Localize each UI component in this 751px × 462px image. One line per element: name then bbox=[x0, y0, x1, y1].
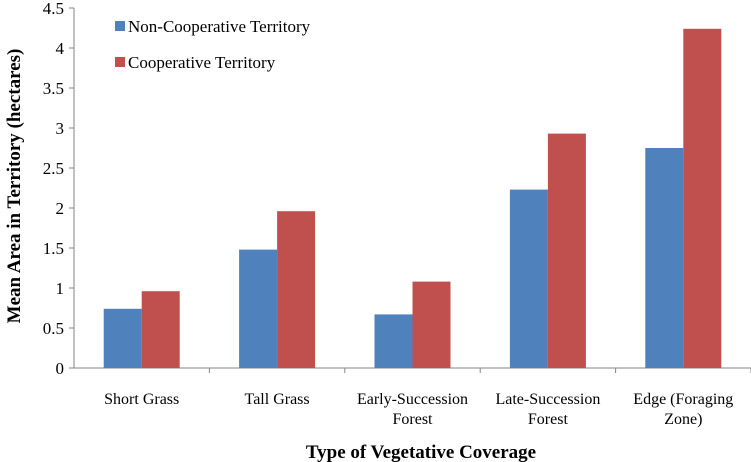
x-tick-label-line: Tall Grass bbox=[245, 391, 310, 408]
y-tick-label: 4.5 bbox=[43, 0, 64, 18]
axes bbox=[69, 7, 751, 373]
bar bbox=[103, 308, 142, 368]
bar bbox=[239, 249, 278, 368]
y-tick-label: 3.5 bbox=[43, 79, 64, 98]
legend-label: Cooperative Territory bbox=[128, 53, 276, 72]
y-tick-label: 1.5 bbox=[43, 239, 64, 258]
y-tick-label: 4 bbox=[56, 39, 65, 58]
x-tick-label: Tall Grass bbox=[245, 391, 310, 408]
legend: Non-Cooperative Territory Cooperative Ter… bbox=[115, 17, 311, 72]
y-tick-label: 2.5 bbox=[43, 159, 64, 178]
y-tick-label: 3 bbox=[56, 119, 65, 138]
bar bbox=[547, 133, 586, 368]
legend-swatch bbox=[115, 21, 125, 31]
x-tick-label-line: Edge (Foraging bbox=[633, 391, 733, 408]
bars bbox=[103, 28, 722, 369]
x-tick-label-line: Forest bbox=[528, 411, 569, 428]
y-axis-label: Mean Area in Territory (hectares) bbox=[4, 49, 25, 324]
bar bbox=[645, 148, 684, 368]
bar bbox=[141, 291, 180, 368]
x-tick-label-line: Late-Succession bbox=[495, 391, 600, 408]
x-tick-label-line: Early-Succession bbox=[357, 391, 468, 408]
x-tick-label: Early-Succession Forest bbox=[357, 391, 468, 428]
y-tick-label: 0.5 bbox=[43, 319, 64, 338]
bar bbox=[277, 211, 316, 368]
legend-swatch bbox=[115, 57, 125, 67]
bar bbox=[509, 189, 548, 368]
legend-label: Non-Cooperative Territory bbox=[128, 17, 311, 36]
y-tick-labels: 0 0.5 1 1.5 2 2.5 3 3.5 4 4.5 bbox=[43, 0, 65, 378]
y-tick-label: 1 bbox=[56, 279, 65, 298]
y-tick-label: 2 bbox=[56, 199, 65, 218]
bar bbox=[683, 28, 722, 369]
x-axis-label: Type of Vegetative Coverage bbox=[306, 442, 536, 462]
x-tick-label: Late-Succession Forest bbox=[495, 391, 600, 428]
x-tick-label-line: Zone) bbox=[664, 411, 702, 428]
x-tick-label-line: Short Grass bbox=[104, 391, 179, 408]
x-tick-labels: Short Grass Tall Grass Early-Succession For… bbox=[104, 391, 733, 428]
y-tick-label: 0 bbox=[56, 359, 65, 378]
bar bbox=[374, 314, 413, 368]
x-tick-label-line: Forest bbox=[393, 411, 434, 428]
bar bbox=[412, 281, 451, 368]
x-tick-label: Edge (Foraging Zone) bbox=[633, 391, 733, 428]
x-tick-label: Short Grass bbox=[104, 391, 179, 408]
